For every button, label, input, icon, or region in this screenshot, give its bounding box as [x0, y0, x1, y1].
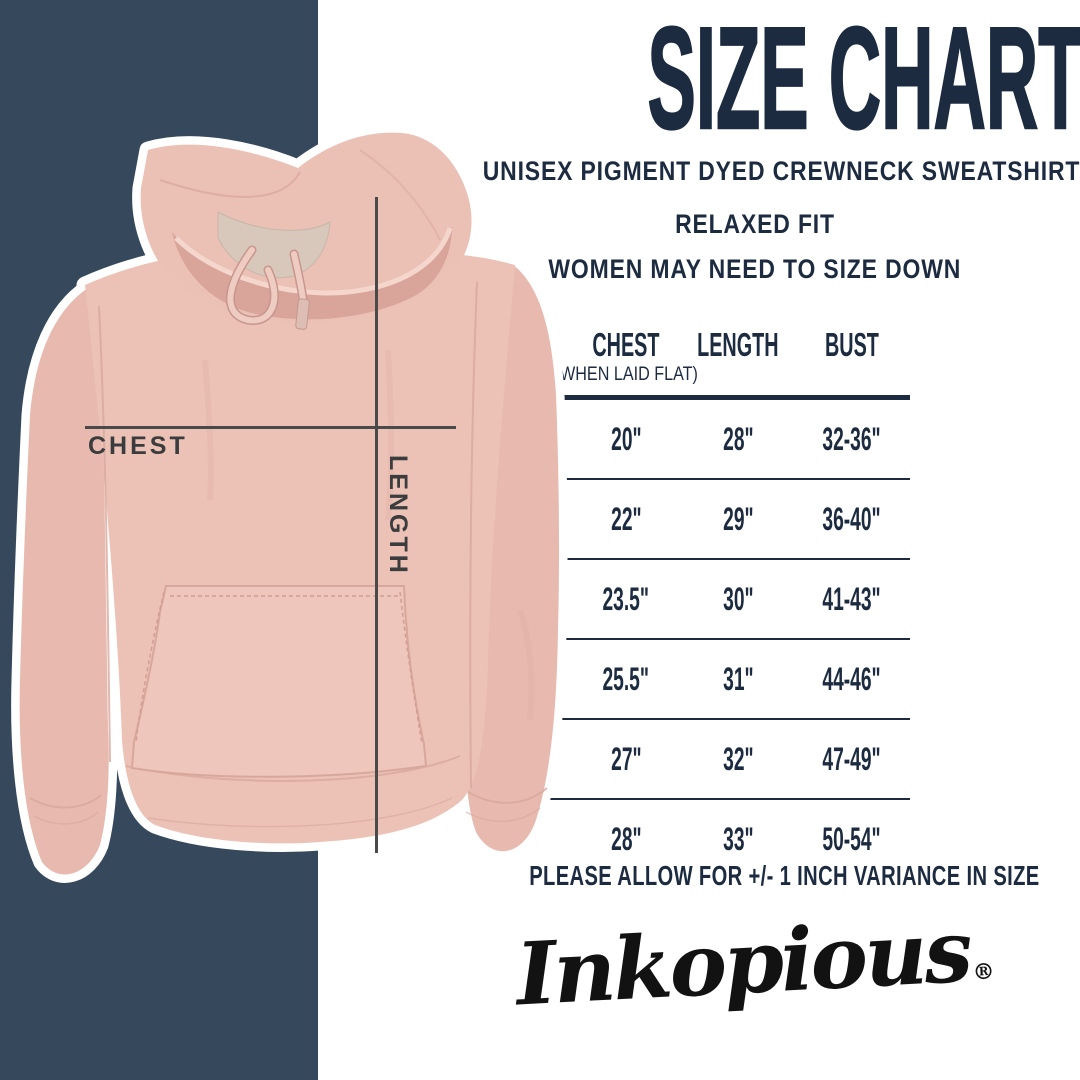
- hoodie-details: [29, 149, 548, 828]
- length-value: 32": [722, 740, 754, 777]
- page-title: SIZE CHART: [430, 0, 1080, 159]
- brand-logo: Inkopious®: [430, 901, 1080, 1026]
- bust-value: 36-40": [822, 500, 882, 537]
- brand-name: Inkopious: [513, 900, 973, 1026]
- right-sleeve-seam: [469, 281, 478, 789]
- drawstring-loop: [227, 247, 278, 324]
- right-cuff-seam2: [465, 807, 541, 822]
- chest-subnote: (WHEN LAID FLAT): [554, 364, 698, 386]
- chest-value: 22": [610, 500, 642, 537]
- right-cuff-seam: [467, 787, 548, 804]
- pocket-stitch-right: [399, 591, 423, 745]
- bust-value: 41-43": [822, 580, 882, 617]
- chest-fold-left: [202, 359, 214, 501]
- length-value: 33": [722, 820, 754, 857]
- bust-value: 32-36": [822, 420, 882, 457]
- left-cuff-seam2: [33, 811, 99, 825]
- page-title-text: SIZE CHART: [647, 0, 1080, 159]
- chest-value: 25.5": [602, 660, 650, 697]
- pocket-stitch-left: [135, 591, 165, 743]
- table-row: L 23.5" 30" 41-43": [430, 560, 910, 640]
- hood-fold-line: [159, 171, 301, 198]
- registered-trademark-icon: ®: [972, 958, 996, 986]
- hoodie-photo: [11, 124, 568, 883]
- column-header-chest: CHEST (WHEN LAID FLAT): [554, 326, 698, 386]
- chest-value: 20": [610, 420, 642, 457]
- kangaroo-pocket: [130, 585, 428, 778]
- bust-value: 44-46": [822, 660, 882, 697]
- hood-fold-line-right: [359, 149, 441, 241]
- hem-seam-lower: [147, 797, 453, 828]
- length-value: 31": [722, 660, 754, 697]
- hoodie-left-sleeve: [19, 288, 109, 875]
- chest-value: 27": [610, 740, 642, 777]
- subtitle-sizing-advice: WOMEN MAY NEED TO SIZE DOWN: [548, 254, 962, 284]
- subtitle-fit: RELAXED FIT: [675, 209, 835, 239]
- column-header-bust: BUST: [825, 326, 879, 363]
- column-header-length: LENGTH: [697, 326, 779, 363]
- left-cuff-seam: [29, 794, 102, 809]
- chest-value: 23.5": [602, 580, 650, 617]
- length-value: 30": [722, 580, 754, 617]
- subtitle-product: UNISEX PIGMENT DYED CREWNECK SWEATSHIRT: [482, 156, 1080, 186]
- drawstring: [291, 251, 306, 303]
- length-value: 28": [722, 420, 754, 457]
- chest-value: 28": [610, 820, 642, 857]
- chest-fold-right: [385, 349, 394, 521]
- hood-rim-highlight: [174, 227, 453, 296]
- left-sleeve-seam: [98, 305, 111, 763]
- right-elbow-crease: [517, 609, 535, 721]
- drawstring-aglet: [295, 298, 310, 330]
- hood-inner-shadow: [172, 226, 452, 320]
- variance-note: PLEASE ALLOW FOR +/- 1 INCH VARIANCE IN …: [529, 860, 1040, 891]
- bust-value: 47-49": [822, 740, 882, 777]
- length-value: 29": [722, 500, 754, 537]
- bust-value: 50-54": [822, 820, 882, 857]
